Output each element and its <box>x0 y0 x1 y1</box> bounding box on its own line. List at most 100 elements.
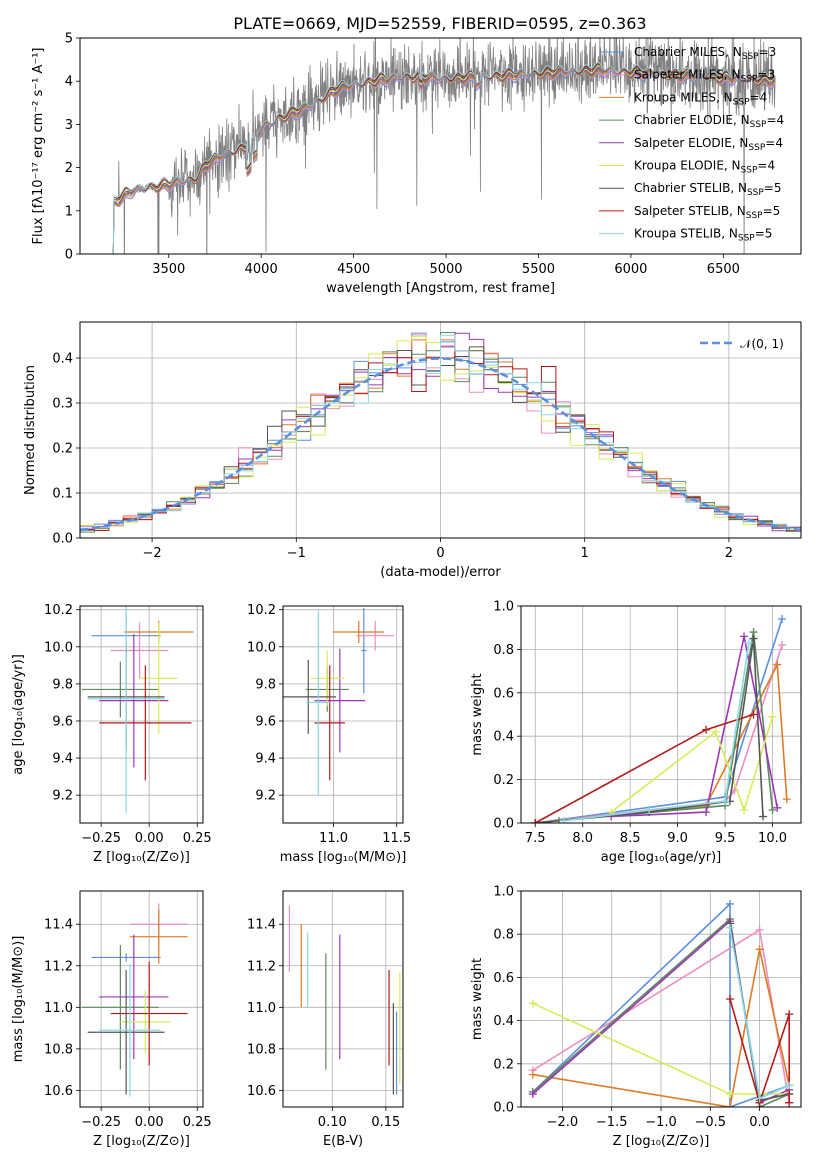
residuals-ytick-label: 0.1 <box>52 487 73 502</box>
age-vs-Z-point <box>99 633 169 768</box>
weight-vs-Z-marker <box>726 923 735 932</box>
age-vs-mass-plot-area <box>283 607 395 796</box>
residuals-xtick-label: −1 <box>287 546 306 561</box>
age-vs-mass-ytick-label: 9.4 <box>255 752 276 767</box>
age-vs-Z-ylabel: age [log₁₀(age/yr)] <box>11 654 26 775</box>
spectrum-xlabel: wavelength [Angstrom, rest frame] <box>326 281 555 296</box>
mass-vs-EBV-xtick-label: 0.10 <box>318 1115 347 1130</box>
age-vs-Z-ytick-label: 10.2 <box>44 603 73 618</box>
spectrum-ytick-label: 3 <box>65 118 73 133</box>
normal-reference-curve <box>80 357 801 532</box>
age-vs-mass-point <box>356 620 395 651</box>
mass-vs-EBV-xtick-label: 0.15 <box>371 1115 400 1130</box>
weight-vs-age-marker <box>768 712 777 721</box>
mass-vs-EBV-ytick-label: 11.4 <box>247 918 276 933</box>
weight-vs-age-xtick-label: 10.0 <box>758 831 787 846</box>
weight-vs-age-marker <box>778 641 787 650</box>
age-vs-Z-point <box>110 622 169 679</box>
weight-vs-age-marker <box>782 795 791 804</box>
age-vs-Z-plot-area <box>81 606 194 814</box>
age-vs-Z-ytick-label: 9.2 <box>52 789 73 804</box>
spectrum-ytick-label: 4 <box>65 75 73 90</box>
legend-entry: Kroupa STELIB, NSSP=5 <box>634 227 772 244</box>
age-vs-Z-xlabel: Z [log₁₀(Z/Z⊙)] <box>93 850 190 865</box>
spectrum-ytick-label: 5 <box>65 32 73 47</box>
weight-vs-age-marker <box>702 725 711 734</box>
residuals-frame <box>79 321 802 539</box>
age-vs-mass-point <box>283 659 337 734</box>
weight-vs-age-ytick-label: 0.0 <box>493 817 514 832</box>
weight-vs-Z-marker <box>726 1090 735 1099</box>
age-vs-mass-xtick-label: 11.5 <box>382 831 411 846</box>
mass-vs-EBV-axes: 0.10 0.15 10.6 10.8 11.0 11.2 11.4 E(B-V) <box>247 890 404 1149</box>
age-vs-mass-ytick-label: 9.8 <box>255 677 276 692</box>
weight-vs-Z-marker <box>755 945 764 954</box>
weight-vs-Z-xlabel: Z [log₁₀(Z/Z⊙)] <box>613 1134 710 1149</box>
spectrum-ytick-label: 2 <box>65 161 73 176</box>
figure-title: PLATE=0669, MJD=52559, FIBERID=0595, z=0… <box>233 14 646 33</box>
weight-vs-Z-marker <box>785 1081 794 1090</box>
weight-vs-age-xtick-label: 8.0 <box>572 831 593 846</box>
weight-vs-Z-marker <box>726 1103 735 1107</box>
weight-vs-age-marker <box>744 638 753 647</box>
weight-vs-Z-xtick-label: −0.5 <box>695 1115 727 1130</box>
weight-vs-age-ylabel: mass weight <box>470 673 485 755</box>
age-vs-mass-ytick-label: 10.0 <box>247 640 276 655</box>
weight-vs-age-marker <box>773 660 782 669</box>
age-vs-mass-point <box>333 620 385 644</box>
age-vs-Z-xtick-label: 0.25 <box>183 831 212 846</box>
residuals-xtick-label: 1 <box>581 546 589 561</box>
mass-vs-Z-point <box>120 990 171 1053</box>
mass-vs-EBV-ytick-label: 10.8 <box>247 1042 276 1057</box>
residuals-ytick-label: 0.4 <box>52 352 73 367</box>
legend-entry: Chabrier STELIB, NSSP=5 <box>634 181 782 198</box>
weight-vs-Z-marker <box>785 1098 794 1107</box>
weight-vs-Z-ytick-label: 1.0 <box>493 885 514 900</box>
weight-vs-age-series-line <box>535 638 764 823</box>
residuals-xtick-label: −2 <box>143 546 162 561</box>
mass-vs-Z-xlabel: Z [log₁₀(Z/Z⊙)] <box>93 1134 190 1149</box>
spectrum-xtick-label: 5500 <box>522 262 555 277</box>
spectrum-xtick-label: 6500 <box>707 262 740 277</box>
mass-vs-Z-point <box>99 963 161 1097</box>
age-vs-Z-ytick-label: 9.8 <box>52 677 73 692</box>
mass-vs-Z-point <box>110 961 188 1066</box>
mass-vs-Z-ytick-label: 10.6 <box>44 1084 73 1099</box>
spectrum-legend: Chabrier MILES, NSSP=3 Salpeter MILES, NS… <box>599 45 784 244</box>
weight-vs-age-marker <box>778 615 787 624</box>
mass-vs-EBV-ytick-label: 10.6 <box>247 1084 276 1099</box>
weight-vs-age-marker <box>749 634 758 643</box>
mass-vs-Z-axes: −0.25 0.00 0.25 10.6 10.8 11.0 11.2 11.4 Z [log₁… <box>11 890 212 1149</box>
legend-entry: Chabrier ELODIE, NSSP=4 <box>634 113 784 130</box>
spectrum-xtick-label: 4500 <box>337 262 370 277</box>
weight-vs-age-marker <box>559 816 568 823</box>
weight-vs-age-xtick-label: 9.0 <box>667 831 688 846</box>
weight-vs-age-axes: 7.5 8.0 8.5 9.0 9.5 10.0 0.0 0.2 0.4 0.6 0.8 1.0 age… <box>470 600 802 865</box>
weight-vs-age-marker <box>759 812 768 821</box>
weight-vs-age-marker <box>702 808 711 817</box>
weight-vs-age-xtick-label: 7.5 <box>525 831 546 846</box>
weight-vs-Z-marker <box>726 995 735 1003</box>
age-vs-Z-point <box>87 606 165 814</box>
mass-vs-Z-ytick-label: 11.4 <box>44 918 73 933</box>
residuals-xtick-label: 2 <box>725 546 733 561</box>
spectrum-xtick-label: 3500 <box>152 262 185 277</box>
mass-vs-EBV-frame <box>282 890 404 1108</box>
weight-vs-age-ytick-label: 1.0 <box>493 600 514 615</box>
spectrum-data-line <box>112 38 776 254</box>
weight-vs-Z-xtick-label: 0.0 <box>749 1115 770 1130</box>
legend-entry: Salpeter STELIB, NSSP=5 <box>634 204 780 221</box>
spectrum-xtick-label: 5000 <box>429 262 462 277</box>
weight-vs-age-series-line <box>610 716 774 813</box>
weight-vs-Z-frame <box>520 890 802 1108</box>
weight-vs-Z-ytick-label: 0.2 <box>493 1057 514 1072</box>
age-vs-Z-xtick-label: 0.00 <box>135 831 164 846</box>
residuals-ytick-label: 0.0 <box>52 532 73 547</box>
age-vs-mass-xlabel: mass [log₁₀(M/M⊙)] <box>280 850 407 865</box>
weight-vs-Z-xtick-label: −1.5 <box>596 1115 628 1130</box>
spectrum-frame <box>79 37 802 255</box>
residuals-axes: −2 −1 0 1 2 0.0 0.1 0.2 0.3 0.4 (data-model)/error… <box>23 321 802 580</box>
legend-entry: Chabrier MILES, NSSP=3 <box>634 45 776 62</box>
weight-vs-age-series-line <box>563 642 750 822</box>
